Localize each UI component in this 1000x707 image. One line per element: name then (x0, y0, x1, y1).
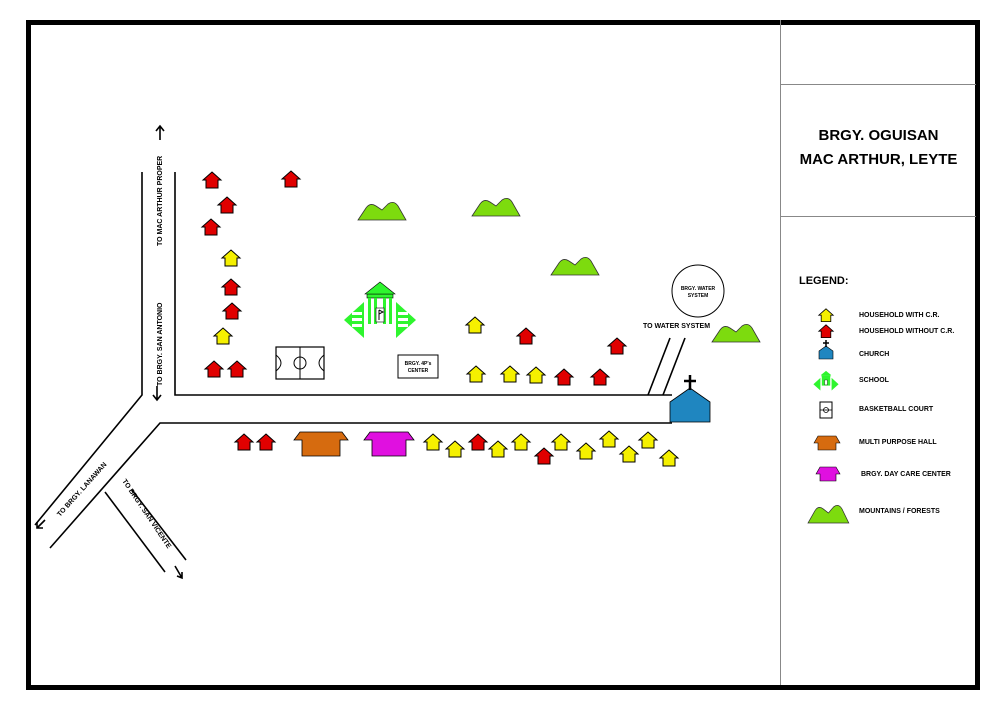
household-with-cr (466, 365, 486, 383)
household-without-cr (256, 433, 276, 451)
household-without-cr (221, 278, 241, 296)
household-with-cr (576, 442, 596, 460)
mountain-icon (471, 197, 521, 217)
basketball-court-icon (819, 401, 833, 419)
legend-label: MOUNTAINS / FORESTS (859, 508, 940, 515)
legend-heading: LEGEND: (799, 275, 849, 287)
household-with-cr (551, 433, 571, 451)
household-without-cr (227, 360, 247, 378)
brgy-4ps-center: BRGY. 4P's CENTER (397, 354, 439, 379)
school-icon (813, 370, 839, 391)
mountain-icon (550, 256, 600, 276)
legend-sidebar: BRGY. OGUISAN MAC ARTHUR, LEYTE LEGEND: … (780, 20, 976, 685)
household-with-cr (599, 430, 619, 448)
household-without-cr (534, 447, 554, 465)
household-without-cr (202, 171, 222, 189)
map-title: BRGY. OGUISAN MAC ARTHUR, LEYTE (781, 124, 976, 172)
legend-label: SCHOOL (859, 377, 889, 384)
road-label-mac-arthur: TO MAC ARTHUR PROPER (157, 156, 164, 246)
road-arrows (36, 124, 183, 580)
divider (781, 84, 976, 85)
road-label-san-antonio: TO BRGY. SAN ANTONIO (157, 302, 164, 386)
multi-purpose-hall-icon (813, 435, 841, 451)
household-without-cr (281, 170, 301, 188)
household-without-cr (468, 433, 488, 451)
arrow-down-right-icon (174, 565, 183, 580)
water-system-icon: BRGY. WATER SYSTEM (671, 264, 725, 318)
mountain-icon (711, 323, 761, 343)
household-with-cr (511, 433, 531, 451)
school-icon (344, 281, 416, 338)
mountain-icon (357, 201, 407, 221)
legend-label: MULTI PURPOSE HALL (859, 439, 937, 446)
household-without-cr (234, 433, 254, 451)
household-with-cr (488, 440, 508, 458)
household-with-cr (465, 316, 485, 334)
church-icon (669, 375, 711, 423)
legend-label: BASKETBALL COURT (859, 406, 934, 413)
household-without-cr (222, 302, 242, 320)
household-with-cr (445, 440, 465, 458)
church-icon (818, 340, 834, 360)
title-line: MAC ARTHUR, LEYTE (799, 151, 958, 168)
household-with-cr (638, 431, 658, 449)
basketball-court-icon (275, 346, 325, 380)
arrow-down-icon (152, 386, 162, 402)
household-without-cr (607, 337, 627, 355)
day-care-center-icon (363, 431, 415, 457)
day-care-center-icon (815, 466, 841, 482)
divider (781, 216, 976, 217)
household-with-cr (500, 365, 520, 383)
households (201, 170, 679, 467)
arrow-up-icon (155, 124, 165, 140)
road-label-san-vicente: TO BRGY. SAN VICENTE (120, 478, 172, 550)
roads (34, 172, 686, 573)
household-without-cr (204, 360, 224, 378)
road-label-water-system: TO WATER SYSTEM (643, 323, 710, 330)
center-label: CENTER (408, 368, 429, 374)
water-system-label: BRGY. WATER (681, 286, 716, 292)
legend-label: CHURCH (859, 351, 890, 358)
household-with-cr (213, 327, 233, 345)
household-without-cr (554, 368, 574, 386)
multi-purpose-hall-icon (293, 431, 349, 457)
household-with-cr (659, 449, 679, 467)
legend-icons (807, 308, 850, 524)
household-with-cr (423, 433, 443, 451)
household-without-cr (201, 218, 221, 236)
title-line: BRGY. OGUISAN (818, 127, 939, 144)
center-label: BRGY. 4P's (405, 361, 432, 367)
household-without-cr (217, 196, 237, 214)
arrow-down-left-icon (36, 519, 46, 529)
legend-label: HOUSEHOLD WITHOUT C.R. (859, 328, 955, 335)
household-with-cr (221, 249, 241, 267)
household-with-cr (619, 445, 639, 463)
household-without-cr (590, 368, 610, 386)
household-without-cr (516, 327, 536, 345)
legend-label: HOUSEHOLD WITH C.R. (859, 312, 940, 319)
household-with-cr (526, 366, 546, 384)
legend-label: BRGY. DAY CARE CENTER (861, 471, 951, 478)
water-system-label: SYSTEM (688, 293, 709, 299)
